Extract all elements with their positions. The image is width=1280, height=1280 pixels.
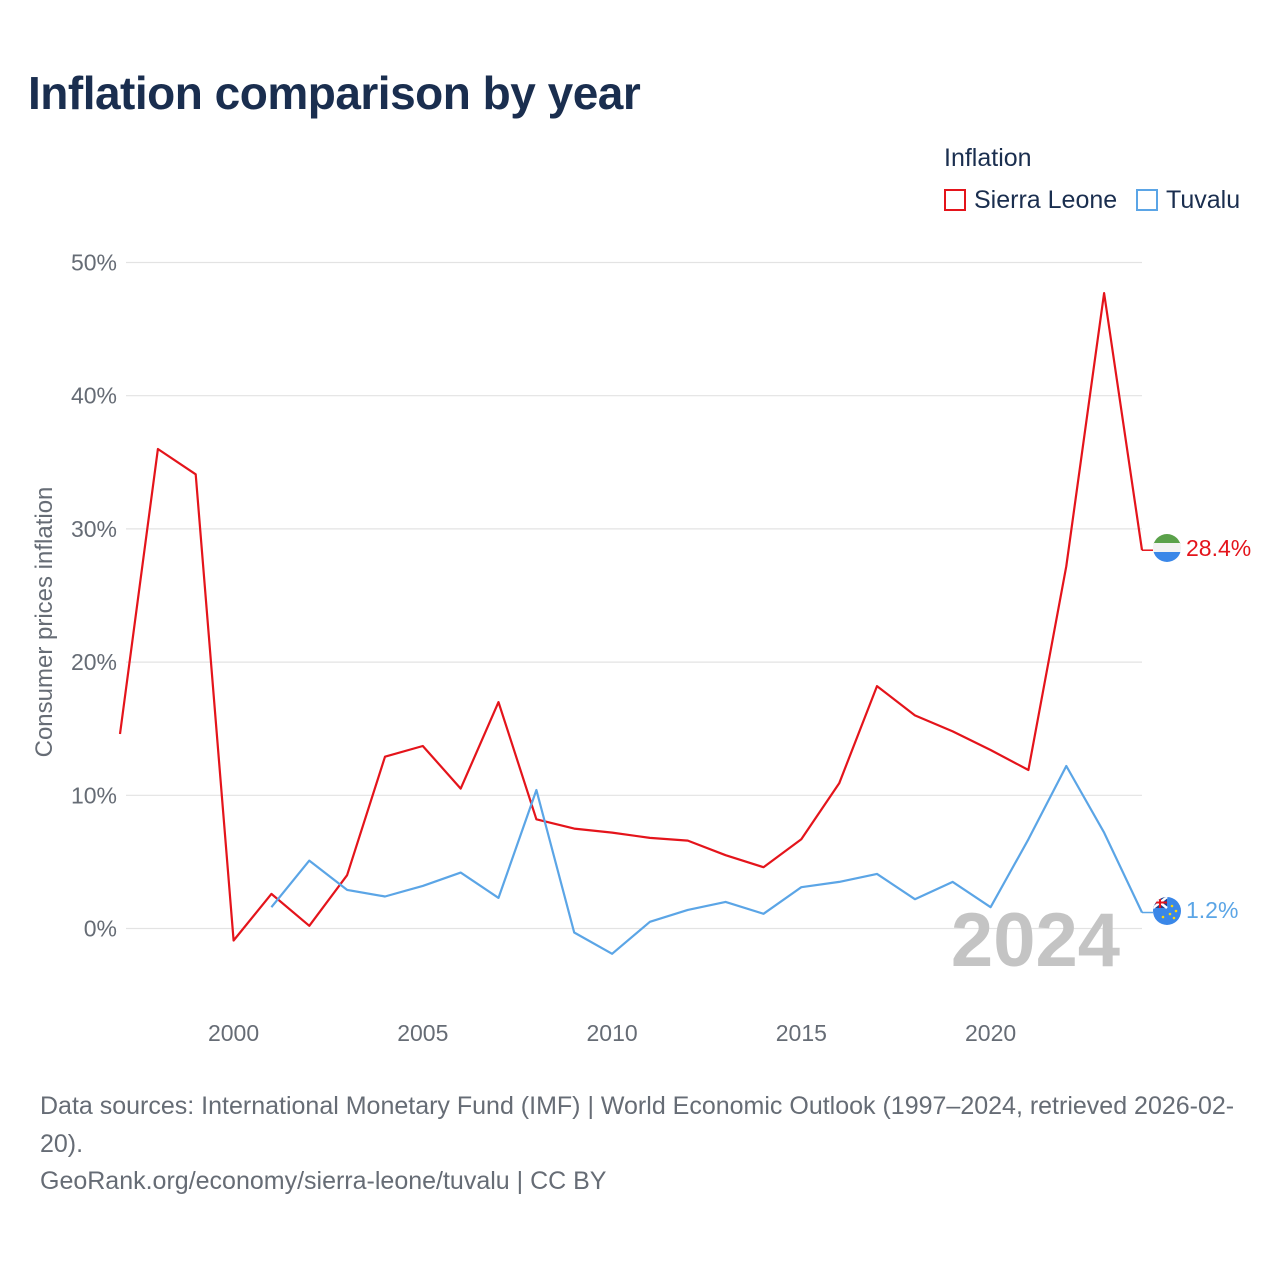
footer-credit[interactable]: GeoRank.org/economy/sierra-leone/tuvalu … <box>40 1167 607 1195</box>
end-label-sierra-leone: 28.4% <box>1186 535 1251 561</box>
legend-item-tuvalu[interactable]: Tuvalu <box>1136 186 1240 214</box>
x-axis-ticks: 2000 2005 2010 2015 2020 <box>208 1020 1016 1046</box>
series-lines <box>118 292 1153 955</box>
legend-swatch-sierra-leone <box>944 189 966 211</box>
gridlines <box>126 261 1142 930</box>
y-tick-label: 30% <box>71 516 117 542</box>
y-axis-ticks: 0% 10% 20% 30% 40% 50% <box>71 250 117 942</box>
tuvalu-flag-icon <box>1153 897 1181 925</box>
series-line-tuvalu[interactable] <box>270 764 1143 955</box>
footer-sources: Data sources: International Monetary Fun… <box>40 1092 1235 1158</box>
legend-item-sierra-leone[interactable]: Sierra Leone <box>944 186 1117 214</box>
sierra-leone-flag-icon <box>1153 534 1181 562</box>
y-tick-label: 0% <box>84 916 117 942</box>
year-watermark: 2024 <box>951 898 1120 983</box>
y-tick-label: 40% <box>71 383 117 409</box>
chart-title: Inflation comparison by year <box>28 67 641 119</box>
legend-label-tuvalu: Tuvalu <box>1166 185 1241 214</box>
x-tick-label: 2015 <box>776 1020 827 1046</box>
legend-label-sierra-leone: Sierra Leone <box>974 185 1118 214</box>
x-tick-label: 2000 <box>208 1020 259 1046</box>
line-chart: 0% 10% 20% 30% 40% 50% 2000 2005 2010 2015 2020 C… <box>31 250 1251 1047</box>
end-label-tuvalu: 1.2% <box>1186 897 1238 923</box>
y-tick-label: 10% <box>71 782 117 808</box>
y-axis-label: Consumer prices inflation <box>31 487 58 758</box>
x-tick-label: 2005 <box>397 1020 448 1046</box>
y-tick-label: 50% <box>71 250 117 276</box>
legend-title: Inflation <box>944 144 1032 172</box>
y-tick-label: 20% <box>71 649 117 675</box>
x-tick-label: 2020 <box>965 1020 1016 1046</box>
x-tick-label: 2010 <box>586 1020 637 1046</box>
series-line-sierra-leone[interactable] <box>118 292 1144 942</box>
legend-swatch-tuvalu <box>1136 189 1158 211</box>
